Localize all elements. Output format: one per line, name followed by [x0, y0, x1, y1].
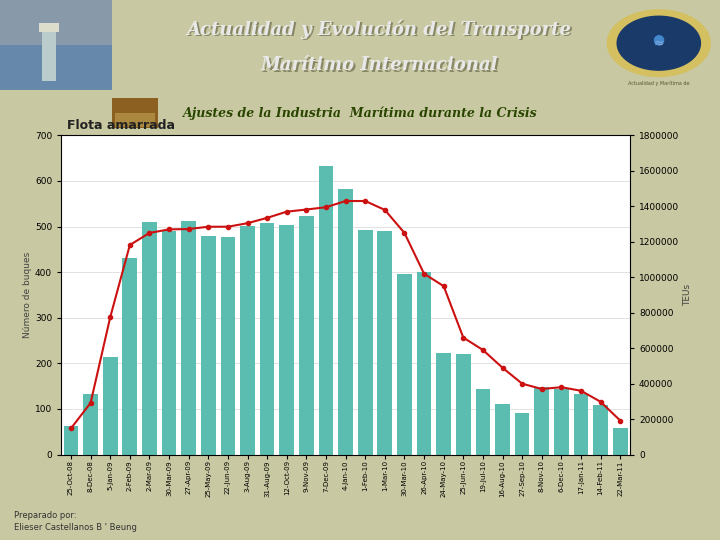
- Bar: [358, 230, 372, 455]
- Bar: [115, 113, 155, 126]
- Bar: [39, 23, 59, 31]
- Bar: [495, 403, 510, 455]
- Bar: [299, 216, 314, 455]
- Bar: [613, 428, 628, 455]
- Y-axis label: TEUs: TEUs: [683, 284, 693, 306]
- Bar: [42, 27, 56, 81]
- Bar: [515, 413, 529, 455]
- Bar: [162, 231, 176, 455]
- Bar: [534, 387, 549, 455]
- Text: Preparado por:
Elieser Castellanos B ' Beung: Preparado por: Elieser Castellanos B ' B…: [14, 511, 138, 532]
- Text: Marítimo Internacional: Marítimo Internacional: [262, 58, 500, 76]
- Text: Actualidad y Evolución del Transporte: Actualidad y Evolución del Transporte: [186, 19, 572, 38]
- Text: Marítimo Internacional: Marítimo Internacional: [261, 56, 498, 74]
- Text: Flota amarrada: Flota amarrada: [67, 119, 175, 132]
- Bar: [63, 426, 78, 455]
- Bar: [554, 389, 569, 455]
- Text: Ajustes de la Industria  Marítima durante la Crisis: Ajustes de la Industria Marítima durante…: [183, 106, 537, 120]
- Bar: [0, 45, 112, 90]
- Bar: [181, 221, 196, 455]
- Bar: [397, 274, 412, 455]
- Text: ●: ●: [653, 32, 665, 46]
- Text: Actualidad y Evolución del Transporte: Actualidad y Evolución del Transporte: [189, 21, 574, 40]
- Polygon shape: [617, 16, 701, 70]
- Polygon shape: [608, 10, 710, 77]
- Bar: [0, 0, 112, 45]
- Bar: [240, 226, 255, 455]
- Bar: [417, 272, 431, 455]
- Bar: [593, 406, 608, 455]
- Bar: [279, 225, 294, 455]
- Bar: [142, 222, 157, 455]
- Bar: [201, 236, 216, 455]
- Text: Actualidad y Marítima de: Actualidad y Marítima de: [628, 80, 690, 85]
- Text: ≈: ≈: [654, 37, 664, 50]
- Bar: [456, 354, 471, 455]
- Bar: [103, 357, 117, 455]
- Bar: [475, 389, 490, 455]
- Bar: [319, 166, 333, 455]
- Bar: [84, 394, 98, 455]
- Bar: [122, 258, 138, 455]
- Y-axis label: Número de buques: Número de buques: [23, 252, 32, 338]
- Bar: [436, 353, 451, 455]
- Bar: [377, 231, 392, 455]
- Bar: [338, 189, 353, 455]
- Bar: [574, 394, 588, 455]
- Bar: [260, 223, 274, 455]
- Bar: [220, 237, 235, 455]
- Bar: [112, 98, 158, 129]
